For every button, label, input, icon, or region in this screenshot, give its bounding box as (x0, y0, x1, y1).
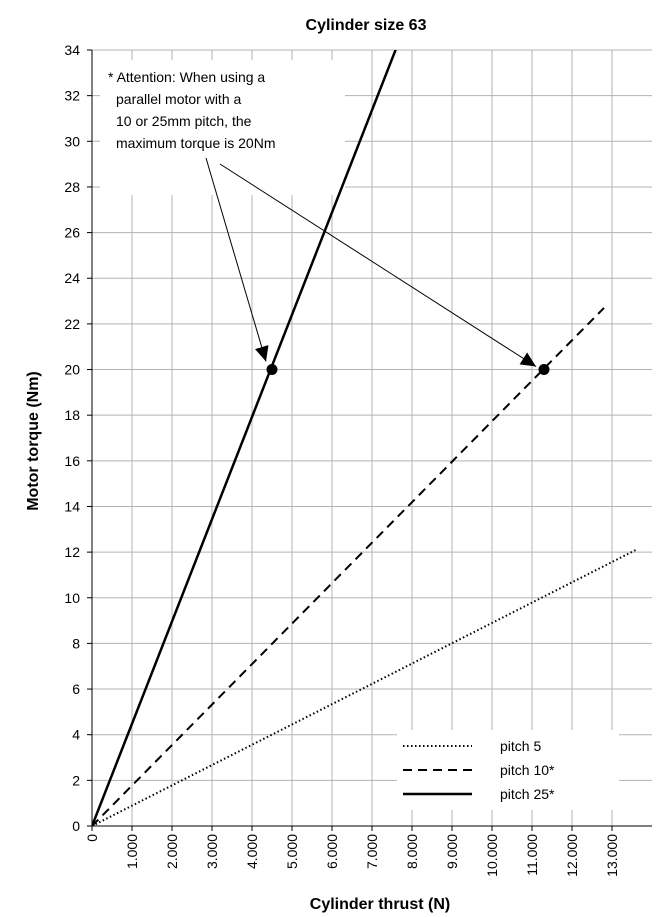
y-tick-label: 28 (64, 179, 80, 195)
annotation-line-2: parallel motor with a (116, 91, 241, 107)
y-tick-label: 24 (64, 270, 80, 286)
annotation-line-3: 10 or 25mm pitch, the (116, 113, 252, 129)
annotation-arrowhead-2 (519, 352, 536, 367)
series-layer (92, 50, 637, 826)
x-tick-label: 12.000 (564, 834, 580, 877)
annotation-background (100, 60, 345, 195)
y-tick-label: 0 (72, 818, 80, 834)
x-axis-title: Cylinder thrust (N) (310, 896, 450, 913)
series-line-dashed (92, 307, 605, 826)
y-tick-label: 10 (64, 590, 80, 606)
chart-title: Cylinder size 63 (306, 17, 427, 34)
legend-label: pitch 25* (500, 786, 555, 802)
y-tick-label: 18 (64, 407, 80, 423)
annotation-line-1: * Attention: When using a (108, 69, 265, 85)
y-tick-label: 12 (64, 544, 80, 560)
y-tick-label: 32 (64, 88, 80, 104)
series-line-solid (92, 50, 397, 826)
x-tick-label: 1.000 (124, 834, 140, 869)
y-tick-label: 30 (64, 133, 80, 149)
y-tick-label: 22 (64, 316, 80, 332)
x-tick-label: 13.000 (604, 834, 620, 877)
y-tick-label: 4 (72, 727, 80, 743)
x-tick-label: 0 (84, 834, 100, 842)
legend-label: pitch 10* (500, 762, 555, 778)
x-tick-label: 5.000 (284, 834, 300, 869)
y-tick-label: 8 (72, 635, 80, 651)
highlight-point-0 (266, 364, 278, 376)
series-line-dotted (92, 548, 637, 826)
y-tick-label: 6 (72, 681, 80, 697)
annotation-arrows (205, 157, 537, 367)
x-tick-label: 3.000 (204, 834, 220, 869)
axes (87, 49, 652, 831)
x-tick-label: 4.000 (244, 834, 260, 869)
x-tick-label: 10.000 (484, 834, 500, 877)
x-tick-label: 11.000 (524, 834, 540, 876)
annotation-arrowhead-1 (255, 345, 269, 362)
x-tick-label: 8.000 (404, 834, 420, 869)
y-tick-label: 20 (64, 362, 80, 378)
x-tick-label: 9.000 (444, 834, 460, 869)
x-tick-label: 6.000 (324, 834, 340, 869)
highlight-point-1 (538, 364, 550, 376)
x-tick-label: 2.000 (164, 834, 180, 869)
y-axis-title: Motor torque (Nm) (25, 371, 42, 511)
annotation: * Attention: When using a parallel motor… (100, 60, 345, 195)
tick-labels: 0 1.000 2.000 3.000 4.000 5.000 6.000 7.000 8.00… (64, 42, 620, 877)
y-tick-label: 26 (64, 225, 80, 241)
y-tick-label: 34 (64, 42, 80, 58)
annotation-arrow-line-1 (205, 157, 267, 362)
annotation-line-4: maximum torque is 20Nm (116, 135, 276, 151)
annotation-arrow-line-2 (219, 163, 537, 367)
y-tick-label: 2 (72, 772, 80, 788)
x-tick-label: 7.000 (364, 834, 380, 869)
legend-label: pitch 5 (500, 738, 541, 754)
y-tick-label: 14 (64, 498, 80, 514)
legend: pitch 5 pitch 10* pitch 25* (397, 730, 619, 810)
y-tick-label: 16 (64, 453, 80, 469)
highlight-points (266, 364, 550, 376)
